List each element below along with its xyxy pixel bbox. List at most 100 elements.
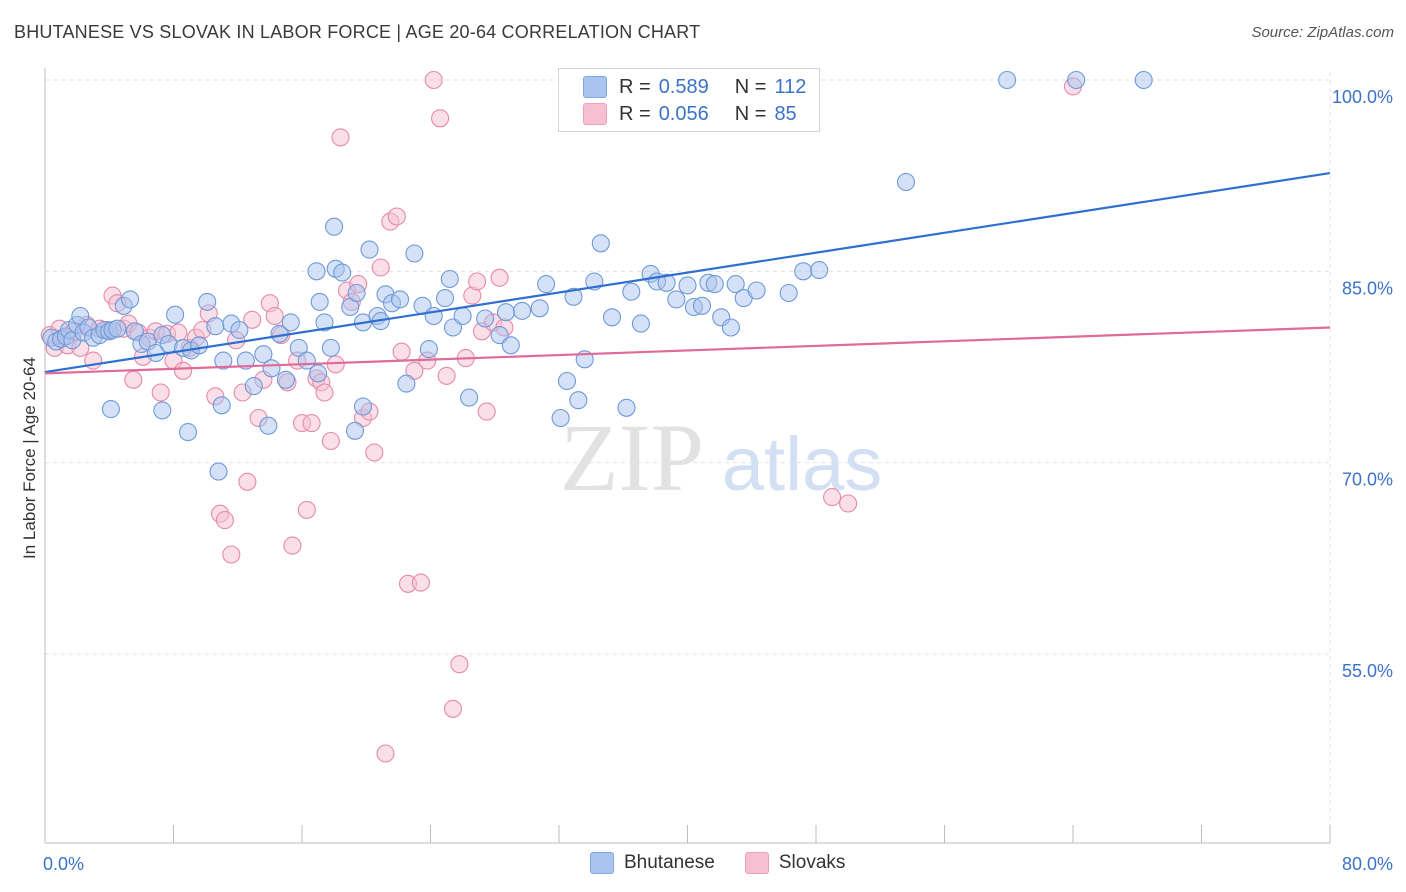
bhutanese-point [998,70,1017,90]
slovaks-point [315,383,334,402]
watermark: ZIP atlas [560,404,882,511]
slovaks-point [321,431,340,451]
legend-item-bhutanese: Bhutanese [590,852,715,874]
bhutanese-point [212,396,231,415]
bhutanese-point [721,318,740,337]
bhutanese-point [121,290,140,309]
bhutanese-point [496,303,516,322]
bhutanese-point [397,374,416,393]
bhutanese-point [667,290,686,309]
bhutanese-point [810,261,829,280]
y-tick-label: 85.0% [1342,278,1393,298]
bhutanese-point [315,313,334,332]
bhutanese-point [307,262,326,281]
bhutanese-point [435,289,455,308]
bhutanese-point [622,282,641,301]
bhutanese-point [490,326,509,345]
legend-row-slovaks: R = 0.056 N = 85 [583,101,805,127]
legend-item-slovaks: Slovaks [744,852,846,874]
bhutanese-point [440,269,459,289]
bhutanese-point [347,283,366,303]
slovaks-point [283,536,302,555]
bhutanese-point [244,377,263,396]
slovaks-point [331,128,350,147]
bhutanese-point [262,359,281,378]
bhutanese-point [198,292,217,311]
bhutanese-point [501,336,520,355]
bhutanese-point [214,351,233,370]
slovaks-point [215,511,234,530]
slovaks-point [151,383,170,402]
slovaks-point [326,355,345,374]
bhutanese-point [419,340,438,359]
bhutanese-point [353,397,373,416]
bhutanese-point [460,388,479,407]
bhutanese-point [153,401,172,420]
slovaks-point [839,494,858,513]
bhutanese-point [569,391,588,410]
slovaks-point [437,366,456,385]
legend-swatch-bhutanese [583,76,607,98]
bhutanese-point [166,305,185,324]
bhutanese-point [190,336,209,355]
bhutanese-point [333,263,352,282]
bhutanese-point [236,351,255,370]
bhutanese-point [1067,70,1086,90]
legend-label-slovaks: Slovaks [778,852,846,873]
bhutanese-point [591,234,610,253]
bhutanese-point [513,301,532,320]
bhutanese-point [747,281,766,300]
watermark-zip: ZIP [560,404,704,511]
legend-row-bhutanese: R = 0.589 N = 112 [583,74,814,100]
bhutanese-point [276,370,295,389]
legend-r-value: 0.589 [658,75,709,98]
legend-r-value: 0.056 [658,102,709,125]
slovaks-point [371,258,390,277]
legend-r-label: R = [619,102,651,125]
axes [44,68,1331,844]
slovaks-point [468,272,487,291]
slovaks-point [392,342,411,361]
slovaks-point [450,655,469,674]
x-tick-label: 80.0% [1342,854,1393,874]
slovaks-point [365,443,384,462]
tick-labels: 100.0% 85.0% 70.0% 55.0% 0.0% 80.0% [43,87,1393,874]
bhutanese-point [631,314,650,333]
bhutanese-point [726,275,745,294]
slovaks-point [490,268,509,287]
y-tick-label: 100.0% [1332,87,1393,107]
bhutanese-point [108,319,127,338]
bhutanese-point [310,292,329,311]
slovaks-point [124,370,143,389]
bhutanese-point [101,400,120,419]
slovaks-point [405,361,424,380]
bhutanese-point [230,320,249,340]
legend-n-label: N = [734,102,767,125]
legend-r-label: R = [619,75,651,98]
slovaks-point [243,310,262,329]
bhutanese-point [551,408,570,428]
slovaks-point [238,472,257,491]
legend-swatch-bhutanese [590,852,614,874]
bhutanese-point [281,313,300,332]
slovaks-point [411,573,430,592]
bhutanese-point [360,240,379,259]
slovaks-point [222,545,241,564]
bhutanese-point [178,423,198,442]
slovaks-point [477,402,496,421]
bhutanese-point [537,275,556,294]
bhutanese-point [405,244,424,263]
y-tick-label: 55.0% [1342,661,1393,681]
slovaks-point [297,500,316,519]
slovaks-point [302,414,321,433]
legend-swatch-slovaks [583,103,607,125]
bhutanese-point [1134,70,1153,90]
bhutanese-point [345,421,365,440]
source-credit: Source: ZipAtlas.com [1251,24,1394,41]
legend-label-bhutanese: Bhutanese [624,852,715,873]
bhutanese-point [617,398,636,417]
slovaks-point [387,207,406,226]
x-tick-label: 0.0% [43,854,84,874]
bhutanese-point [779,283,798,303]
